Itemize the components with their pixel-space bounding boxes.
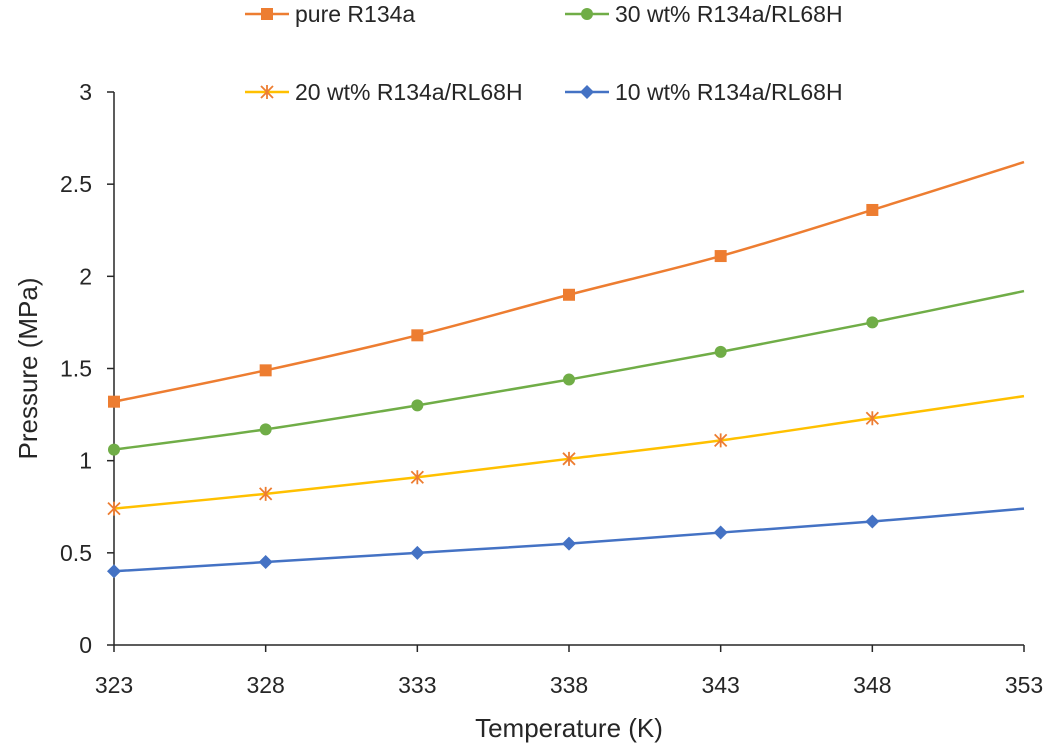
data-point (411, 399, 424, 412)
y-tick-label: 1 (79, 448, 92, 474)
data-point (258, 555, 273, 570)
data-point (866, 203, 879, 216)
data-point (259, 364, 272, 377)
axes: 0 0.5 1 1.5 2 2.5 3 323 328 333 338 343 348 353 (60, 79, 1043, 698)
y-tick-label: 2.5 (60, 171, 92, 197)
data-point (562, 451, 576, 466)
data-point (411, 329, 424, 342)
legend-label: pure R134a (295, 1, 415, 27)
data-point (108, 395, 120, 408)
series-2 (108, 289, 1025, 456)
series-line (113, 289, 1025, 451)
y-tick-label: 3 (79, 79, 92, 105)
y-axis-title: Pressure (MPa) (13, 277, 43, 459)
data-point (714, 250, 727, 263)
legend: pure R134a 30 wt% R134a/RL68H 20 wt% R134a… (245, 1, 843, 105)
y-tick-label: 0 (79, 632, 92, 658)
series-line (113, 160, 1025, 403)
data-point (259, 486, 273, 501)
data-point (713, 525, 728, 540)
x-tick-label: 328 (246, 672, 284, 698)
y-ticks: 0 0.5 1 1.5 2 2.5 3 (60, 79, 114, 658)
y-tick-label: 2 (79, 263, 92, 289)
x-axis-title: Temperature (K) (475, 713, 663, 743)
data-point (865, 514, 880, 529)
legend-label: 10 wt% R134a/RL68H (615, 79, 843, 105)
data-point (714, 345, 727, 358)
x-tick-label: 353 (1005, 672, 1043, 698)
legend-marker (261, 8, 273, 20)
legend-item: pure R134a (245, 1, 415, 27)
legend-label: 20 wt% R134a/RL68H (295, 79, 523, 105)
data-point (107, 564, 121, 579)
y-tick-label: 1.5 (60, 356, 92, 382)
x-ticks: 323 328 333 338 343 348 353 (95, 645, 1043, 698)
data-point (562, 536, 576, 551)
legend-item: 20 wt% R134a/RL68H (245, 79, 523, 105)
data-point (410, 470, 424, 485)
x-tick-label: 333 (398, 672, 436, 698)
legend-label: 30 wt% R134a/RL68H (615, 1, 843, 27)
data-point (410, 545, 425, 560)
series-3 (107, 394, 1025, 516)
data-point (259, 423, 272, 436)
y-tick-label: 0.5 (60, 540, 92, 566)
series-1 (108, 160, 1025, 408)
x-tick-label: 343 (701, 672, 739, 698)
plot-area (107, 160, 1025, 579)
legend-marker (260, 85, 274, 99)
legend-item: 30 wt% R134a/RL68H (565, 1, 843, 27)
legend-item: 10 wt% R134a/RL68H (565, 79, 843, 105)
x-tick-label: 323 (95, 672, 133, 698)
series-4 (107, 507, 1025, 579)
legend-marker (580, 85, 594, 99)
legend-marker (581, 8, 593, 20)
data-point (107, 501, 121, 516)
data-point (563, 288, 575, 301)
data-point (108, 443, 120, 456)
data-point (865, 411, 879, 426)
data-point (563, 373, 575, 386)
data-point (866, 316, 879, 329)
x-tick-label: 338 (550, 672, 588, 698)
data-point (714, 433, 728, 448)
x-tick-label: 348 (853, 672, 891, 698)
